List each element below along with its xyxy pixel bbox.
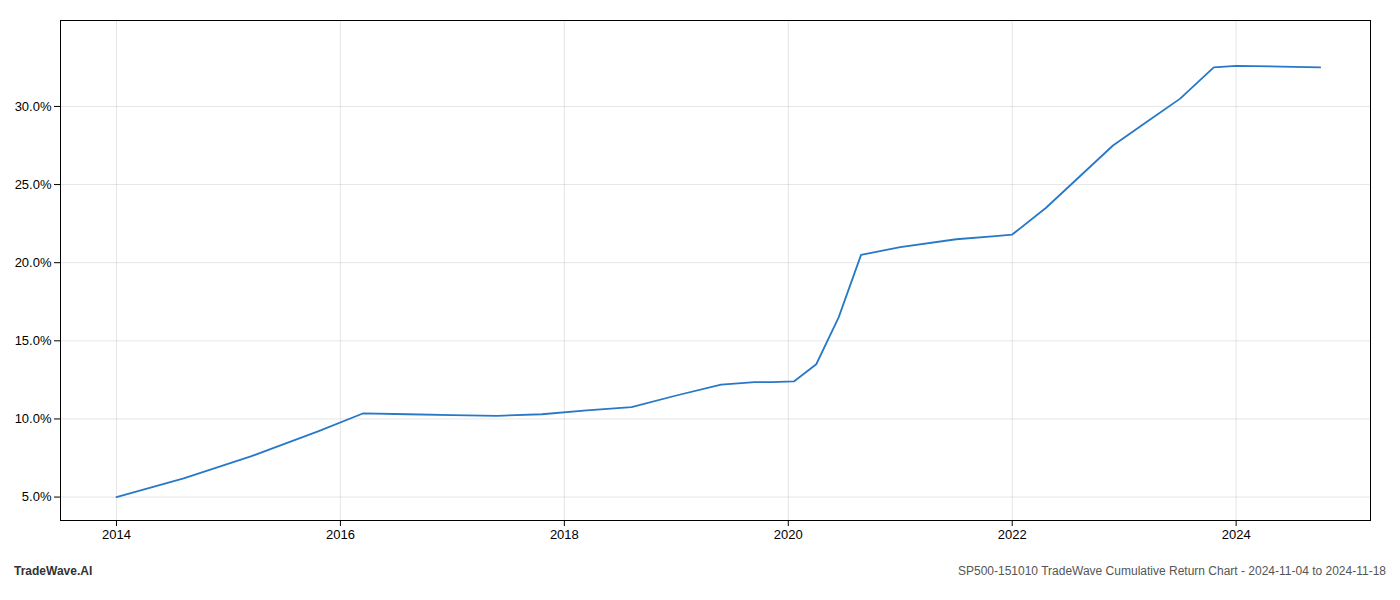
svg-text:2022: 2022 xyxy=(998,527,1027,542)
svg-text:30.0%: 30.0% xyxy=(15,99,52,114)
svg-text:10.0%: 10.0% xyxy=(15,411,52,426)
svg-text:15.0%: 15.0% xyxy=(15,333,52,348)
svg-text:2020: 2020 xyxy=(774,527,803,542)
svg-text:2016: 2016 xyxy=(326,527,355,542)
html-text:TradeWave.AI: TradeWave.AI xyxy=(14,564,93,578)
html-text:SP500-151010 TradeWave Cumulat: SP500-151010 TradeWave Cumulative Return… xyxy=(958,564,1386,578)
svg-text:2014: 2014 xyxy=(102,527,131,542)
svg-text:2024: 2024 xyxy=(1222,527,1251,542)
svg-text:25.0%: 25.0% xyxy=(15,177,52,192)
svg-text:5.0%: 5.0% xyxy=(22,489,52,504)
svg-text:20.0%: 20.0% xyxy=(15,255,52,270)
svg-text:2018: 2018 xyxy=(550,527,579,542)
